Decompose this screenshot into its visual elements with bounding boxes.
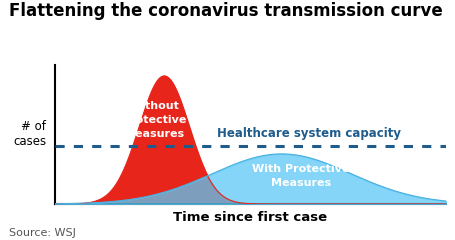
X-axis label: Time since first case: Time since first case bbox=[173, 211, 327, 224]
Text: Source: WSJ: Source: WSJ bbox=[9, 228, 76, 238]
Text: With Protective
Measures: With Protective Measures bbox=[253, 164, 350, 188]
Text: Without
Protective
Measures: Without Protective Measures bbox=[122, 102, 187, 139]
Text: Healthcare system capacity: Healthcare system capacity bbox=[217, 127, 401, 140]
Y-axis label: # of
cases: # of cases bbox=[13, 120, 46, 148]
Text: Flattening the coronavirus transmission curve: Flattening the coronavirus transmission … bbox=[9, 2, 443, 20]
